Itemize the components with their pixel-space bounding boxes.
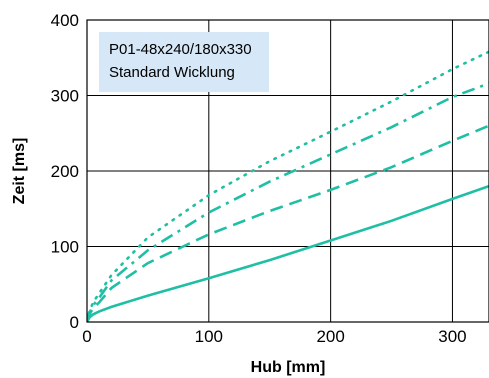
- tick-labels: 0 100 200 300 0 100 200 300 400: [51, 11, 467, 346]
- y-tick-label: 200: [51, 162, 79, 181]
- x-axis-title: Hub [mm]: [251, 359, 326, 376]
- x-tick-label: 200: [316, 327, 344, 346]
- series-line-dashed: [87, 124, 489, 322]
- annotation-background: [99, 32, 269, 92]
- x-tick-label: 0: [82, 327, 91, 346]
- annotation-line-2: Standard Wicklung: [109, 64, 235, 81]
- x-tick-label: 300: [438, 327, 466, 346]
- annotation-box: P01-48x240/180x330 Standard Wicklung: [99, 32, 269, 92]
- y-tick-label: 0: [70, 313, 79, 332]
- series-line-solid: [87, 184, 489, 322]
- y-tick-label: 400: [51, 11, 79, 30]
- y-tick-label: 300: [51, 87, 79, 106]
- plot-frame: [86, 19, 489, 323]
- x-tick-label: 100: [195, 327, 223, 346]
- y-tick-label: 100: [51, 238, 79, 257]
- annotation-line-1: P01-48x240/180x330: [109, 41, 252, 58]
- series-group: [87, 50, 489, 322]
- series-line-dashdot: [87, 82, 489, 322]
- series-line-dotted: [87, 50, 489, 322]
- y-axis-title: Zeit [ms]: [11, 138, 28, 205]
